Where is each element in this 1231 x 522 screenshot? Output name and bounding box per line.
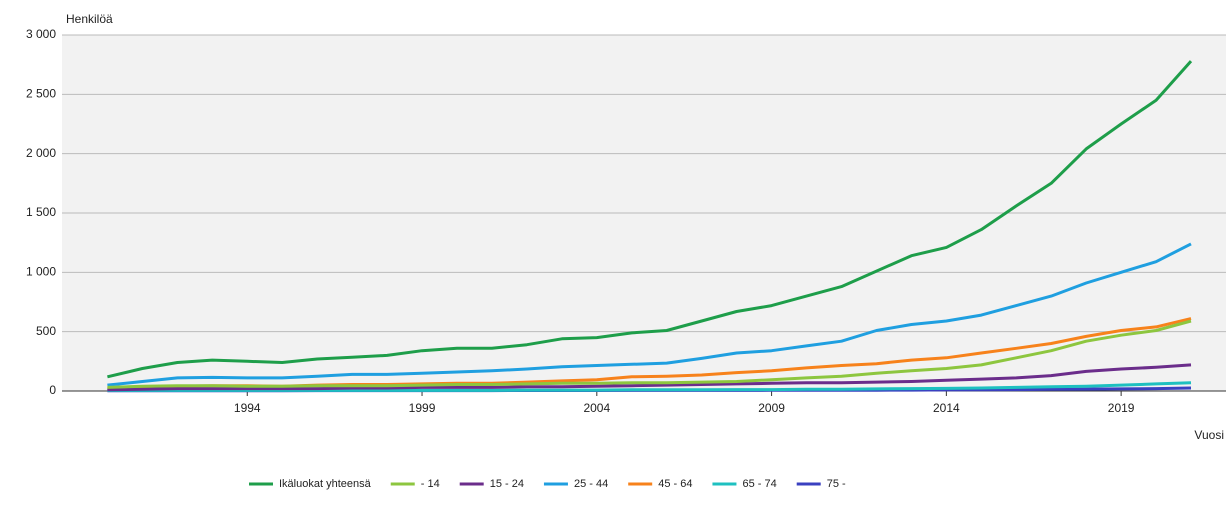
y-axis-label: Henkilöä — [66, 12, 113, 26]
series-line — [107, 381, 1192, 392]
legend-label: Ikäluokat yhteensä — [279, 478, 372, 490]
y-tick-label: 0 — [49, 383, 56, 397]
y-tick-label: 1 500 — [26, 205, 56, 219]
y-tick-label: 500 — [36, 324, 56, 338]
series-line — [107, 319, 1192, 389]
legend-label: 75 - — [827, 478, 846, 490]
y-tick-label: 2 000 — [26, 146, 56, 160]
x-tick-label: 2019 — [1108, 401, 1135, 415]
x-tick-label: 2004 — [583, 401, 610, 415]
y-tick-label: 2 500 — [26, 87, 56, 101]
y-tick-label: 3 000 — [26, 27, 56, 41]
y-tick-label: 1 000 — [26, 265, 56, 279]
legend-label: 65 - 74 — [742, 478, 776, 490]
x-tick-label: 2009 — [758, 401, 785, 415]
x-axis-label: Vuosi — [1194, 428, 1224, 442]
x-tick-label: 1999 — [409, 401, 436, 415]
legend-label: 15 - 24 — [490, 478, 524, 490]
legend-label: - 14 — [421, 478, 440, 490]
legend-label: 45 - 64 — [658, 478, 692, 490]
series-line — [107, 363, 1192, 392]
series-line — [107, 242, 1192, 387]
x-tick-label: 1994 — [234, 401, 261, 415]
legend-label: 25 - 44 — [574, 478, 608, 490]
series-line — [107, 60, 1193, 379]
x-tick-label: 2014 — [933, 401, 960, 415]
